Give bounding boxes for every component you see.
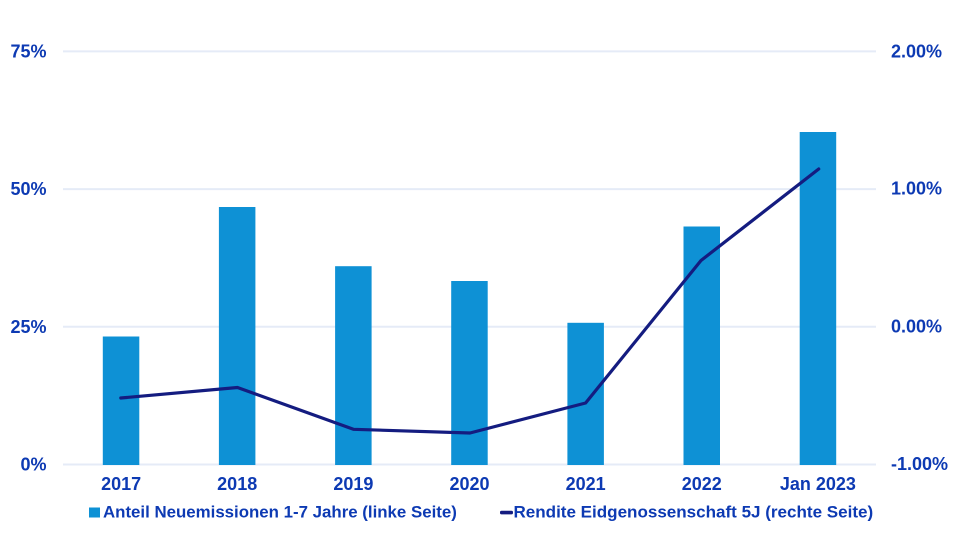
svg-text:2017: 2017 bbox=[101, 474, 141, 494]
svg-text:50%: 50% bbox=[10, 179, 46, 199]
svg-text:0%: 0% bbox=[20, 455, 46, 475]
svg-text:2018: 2018 bbox=[217, 474, 257, 494]
svg-text:2021: 2021 bbox=[566, 474, 606, 494]
svg-text:-1.00%: -1.00% bbox=[891, 454, 948, 474]
svg-text:2019: 2019 bbox=[333, 474, 373, 494]
svg-text:Jan 2023: Jan 2023 bbox=[780, 474, 856, 494]
svg-text:1.00%: 1.00% bbox=[891, 179, 942, 199]
svg-text:0.00%: 0.00% bbox=[891, 317, 942, 337]
svg-text:75%: 75% bbox=[10, 42, 46, 62]
svg-text:Anteil Neuemissionen 1-7 Jahre: Anteil Neuemissionen 1-7 Jahre (linke Se… bbox=[103, 503, 457, 522]
svg-text:2020: 2020 bbox=[449, 474, 489, 494]
svg-text:2022: 2022 bbox=[682, 474, 722, 494]
svg-text:25%: 25% bbox=[10, 317, 46, 337]
svg-text:Rendite Eidgenossenschaft 5J (: Rendite Eidgenossenschaft 5J (rechte Sei… bbox=[514, 503, 874, 522]
svg-text:2.00%: 2.00% bbox=[891, 41, 942, 61]
